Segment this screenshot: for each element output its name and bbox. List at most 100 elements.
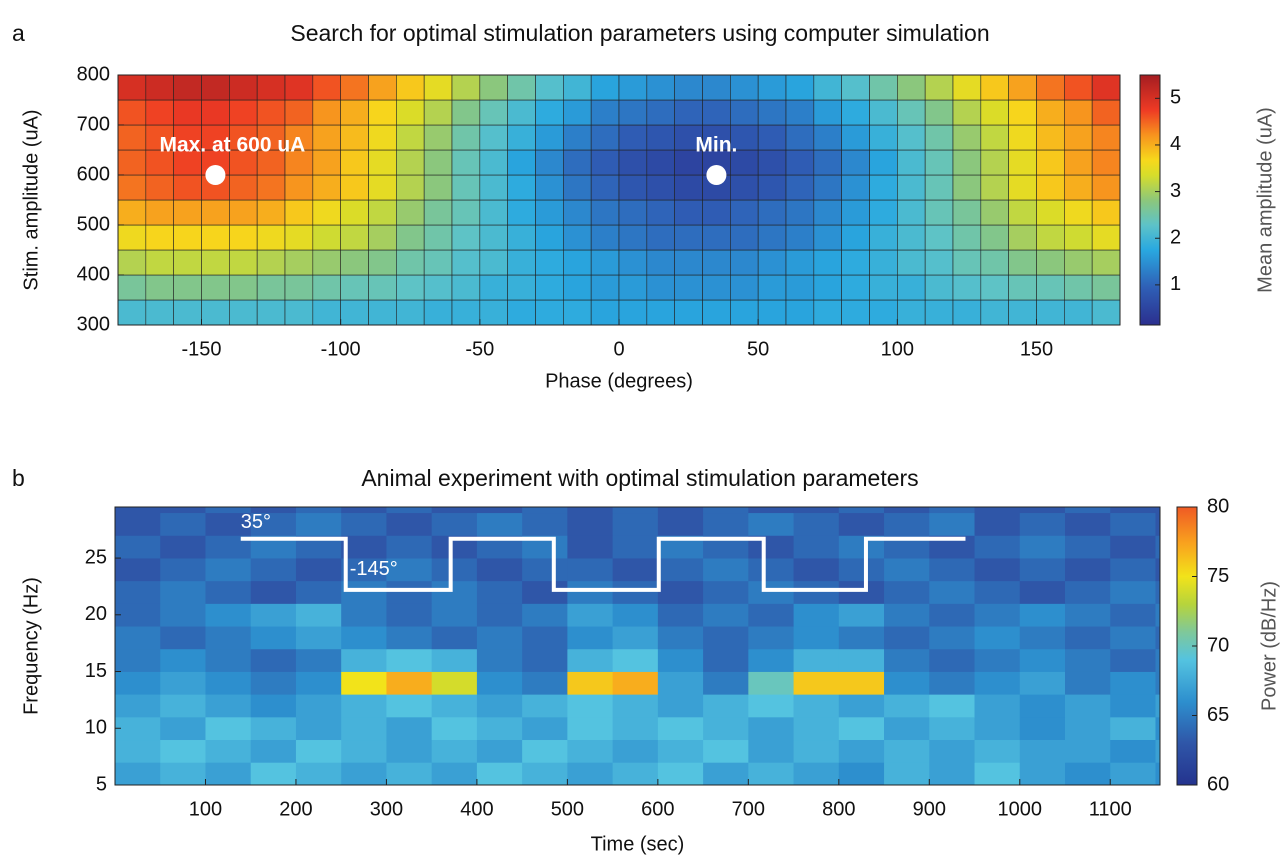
heatmap-cell: [507, 124, 536, 151]
marker: [706, 165, 727, 185]
marker-label: Max. at 600 uA: [159, 134, 305, 157]
heatmap-cell: [674, 199, 703, 226]
heatmap-cell: [1091, 99, 1121, 126]
y-axis-label: Frequency (Hz): [20, 577, 42, 715]
heatmap-cell: [841, 249, 870, 276]
heatmap-cell: [423, 249, 453, 276]
spectrogram-cell: [205, 648, 252, 672]
heatmap-cell: [340, 74, 369, 101]
heatmap-cell: [312, 174, 341, 201]
heatmap-cell: [256, 149, 286, 176]
spectrogram-cell: [386, 512, 433, 536]
heatmap-cell: [924, 274, 954, 301]
spectrogram-cell: [748, 512, 794, 536]
heatmap-cell: [980, 74, 1009, 101]
heatmap-cell: [813, 149, 842, 176]
heatmap-cell: [1091, 274, 1121, 301]
heatmap-cell: [535, 249, 564, 276]
spectrogram-cell: [838, 512, 885, 536]
spectrogram-cell: [341, 626, 387, 650]
spectrogram-cell: [250, 716, 297, 741]
spectrogram-cell: [160, 648, 206, 672]
heatmap-cell: [674, 174, 703, 201]
spectrogram-cell: [838, 558, 885, 582]
spectrogram-cell: [884, 507, 930, 514]
heatmap-cell: [952, 274, 982, 301]
spectrogram-cell: [295, 507, 342, 514]
spectrogram-cell: [250, 626, 297, 650]
heatmap-cell: [1008, 299, 1037, 326]
heatmap-cell: [1064, 199, 1093, 226]
spectrogram-cell: [567, 580, 614, 604]
heatmap-cell: [312, 99, 341, 126]
heatmap-cell: [479, 149, 508, 176]
heatmap-cell: [952, 74, 982, 101]
colorbar-label: Mean amplitude (uA): [1254, 107, 1276, 293]
heatmap-cell: [841, 199, 870, 226]
spectrogram-cell: [884, 626, 930, 650]
heatmap-cell: [730, 74, 759, 101]
heatmap-cell: [479, 299, 508, 326]
heatmap-cell: [618, 199, 648, 226]
heatmap-cell: [117, 224, 147, 251]
heatmap-cell: [1064, 224, 1093, 251]
heatmap-cell: [1091, 124, 1121, 151]
heatmap-cell: [730, 174, 759, 201]
heatmap-cell: [785, 199, 815, 226]
spectrogram-cell: [431, 535, 478, 559]
heatmap-cell: [897, 299, 926, 326]
spectrogram-cell: [884, 671, 930, 695]
heatmap-cell: [229, 299, 258, 326]
heatmap-cell: [924, 199, 954, 226]
spectrogram-cell: [567, 739, 614, 763]
spectrogram-cell: [115, 739, 161, 763]
spectrogram-cell: [250, 558, 297, 582]
heatmap-cell: [897, 99, 926, 126]
heatmap-cell: [813, 299, 842, 326]
heatmap-cell: [423, 199, 453, 226]
heatmap-cell: [312, 299, 341, 326]
spectrogram-cell: [703, 694, 749, 718]
spectrogram-cell: [884, 739, 930, 763]
heatmap-cell: [813, 124, 842, 151]
heatmap-cell: [1036, 99, 1065, 126]
spectrogram-cell: [612, 671, 659, 695]
spectrogram-cell: [612, 507, 659, 514]
heatmap-cell: [423, 99, 453, 126]
heatmap-cell: [841, 99, 870, 126]
spectrogram-cell: [115, 558, 161, 582]
heatmap-cell: [368, 224, 397, 251]
spectrogram-cell: [341, 716, 387, 741]
spectrogram-cell: [974, 558, 1021, 582]
spectrogram-cell: [974, 648, 1021, 672]
spectrogram-cell: [431, 762, 478, 786]
spectrogram-cell: [929, 762, 975, 786]
spectrogram-cell: [205, 626, 252, 650]
heatmap-cell: [618, 149, 648, 176]
heatmap-cell: [563, 149, 592, 176]
spectrogram-cell: [522, 507, 568, 514]
spectrogram-cell: [205, 558, 252, 582]
spectrogram-cell: [295, 671, 342, 695]
spectrogram-cell: [295, 603, 342, 627]
x-tick-label: -150: [181, 338, 221, 360]
spectrogram-cell: [205, 762, 252, 786]
heatmap-cell: [646, 149, 675, 176]
spectrogram-cell: [1155, 716, 1161, 741]
spectrogram-cell: [1019, 671, 1066, 695]
spectrogram-cell: [1110, 603, 1156, 627]
heatmap-cell: [841, 224, 870, 251]
heatmap-cell: [173, 74, 202, 101]
heatmap-cell: [618, 274, 648, 301]
spectrogram-cell: [612, 739, 659, 763]
spectrogram-cell: [838, 626, 885, 650]
y-tick-label: 15: [85, 660, 107, 682]
spectrogram-cell: [974, 603, 1021, 627]
spectrogram-cell: [386, 535, 433, 559]
spectrogram-cell: [1110, 694, 1156, 718]
spectrogram-cell: [748, 626, 794, 650]
spectrogram-cell: [703, 626, 749, 650]
spectrogram-cell: [929, 739, 975, 763]
spectrogram-cell: [386, 762, 433, 786]
heatmap-cell: [563, 249, 592, 276]
